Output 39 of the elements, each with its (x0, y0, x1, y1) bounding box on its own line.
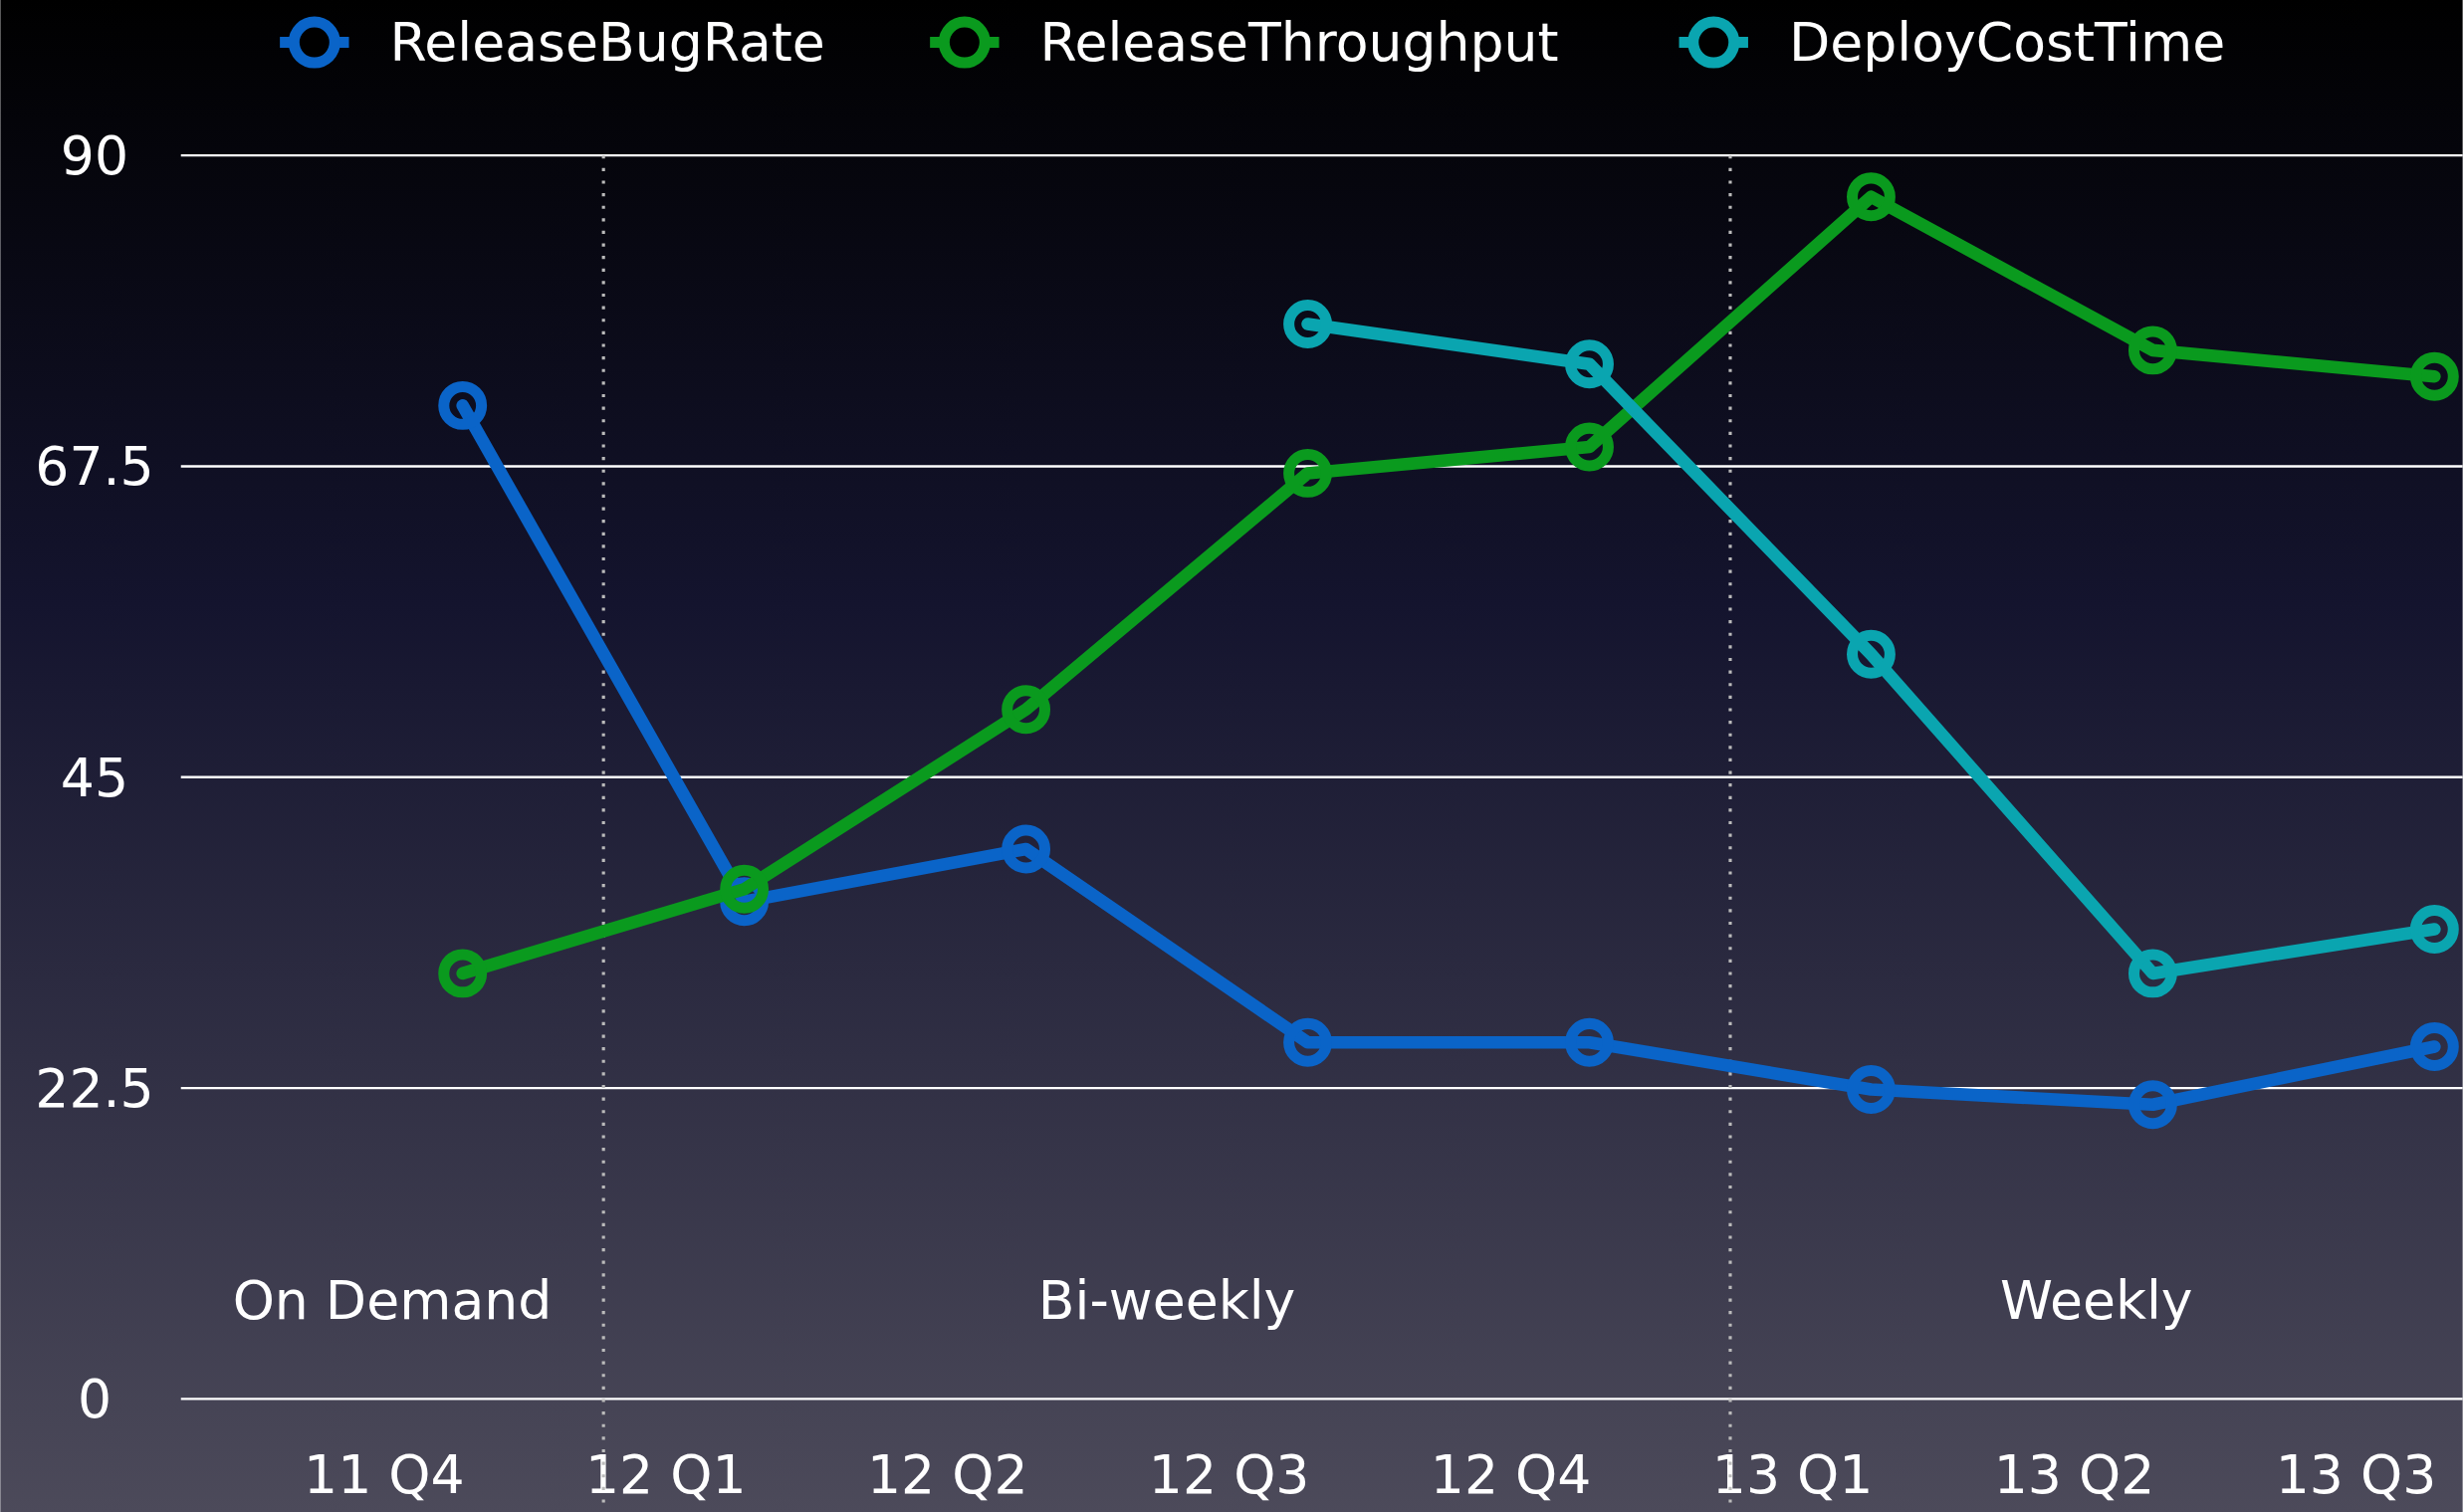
point (2409, 351, 2459, 401)
annotation: Weekly (2000, 1268, 2193, 1332)
point (1002, 685, 1051, 735)
point (2127, 949, 2177, 998)
y-tick-label: 67.5 (35, 435, 154, 499)
point (1565, 1017, 1614, 1067)
point (1565, 422, 1614, 472)
point (1283, 300, 1332, 348)
point (1283, 1017, 1332, 1067)
x-tick-label: 12 Q2 (866, 1443, 1028, 1507)
point (438, 380, 488, 430)
point (1847, 172, 1896, 222)
x-tick-label: 11 Q4 (304, 1443, 465, 1507)
x-tick-label: 13 Q1 (1711, 1443, 1874, 1507)
legend-label: DeployCostTime (1788, 11, 2226, 75)
x-tick-label: 12 Q3 (1148, 1443, 1310, 1507)
point (1847, 1065, 1896, 1114)
y-tick-label: 0 (77, 1368, 112, 1431)
point (2127, 1080, 2177, 1130)
point (1847, 629, 1896, 679)
legend-label: ReleaseThroughput (1039, 11, 1559, 75)
point (1565, 339, 1614, 389)
point (1283, 448, 1332, 498)
annotation: Bi-weekly (1037, 1268, 1296, 1332)
x-tick-label: 13 Q3 (2275, 1443, 2437, 1507)
point (2409, 905, 2459, 954)
point (2127, 325, 2177, 375)
annotation: On Demand (232, 1268, 553, 1332)
legend-label: ReleaseBugRate (389, 11, 825, 75)
y-tick-label: 45 (60, 746, 129, 809)
y-tick-label: 22.5 (35, 1056, 154, 1120)
point (720, 864, 770, 914)
point (2409, 1022, 2459, 1071)
point (438, 949, 488, 998)
x-tick-label: 13 Q2 (1993, 1443, 2155, 1507)
y-tick-label: 90 (60, 123, 129, 187)
x-tick-label: 12 Q4 (1430, 1443, 1592, 1507)
x-tick-label: 12 Q1 (584, 1443, 747, 1507)
point (1002, 824, 1051, 874)
